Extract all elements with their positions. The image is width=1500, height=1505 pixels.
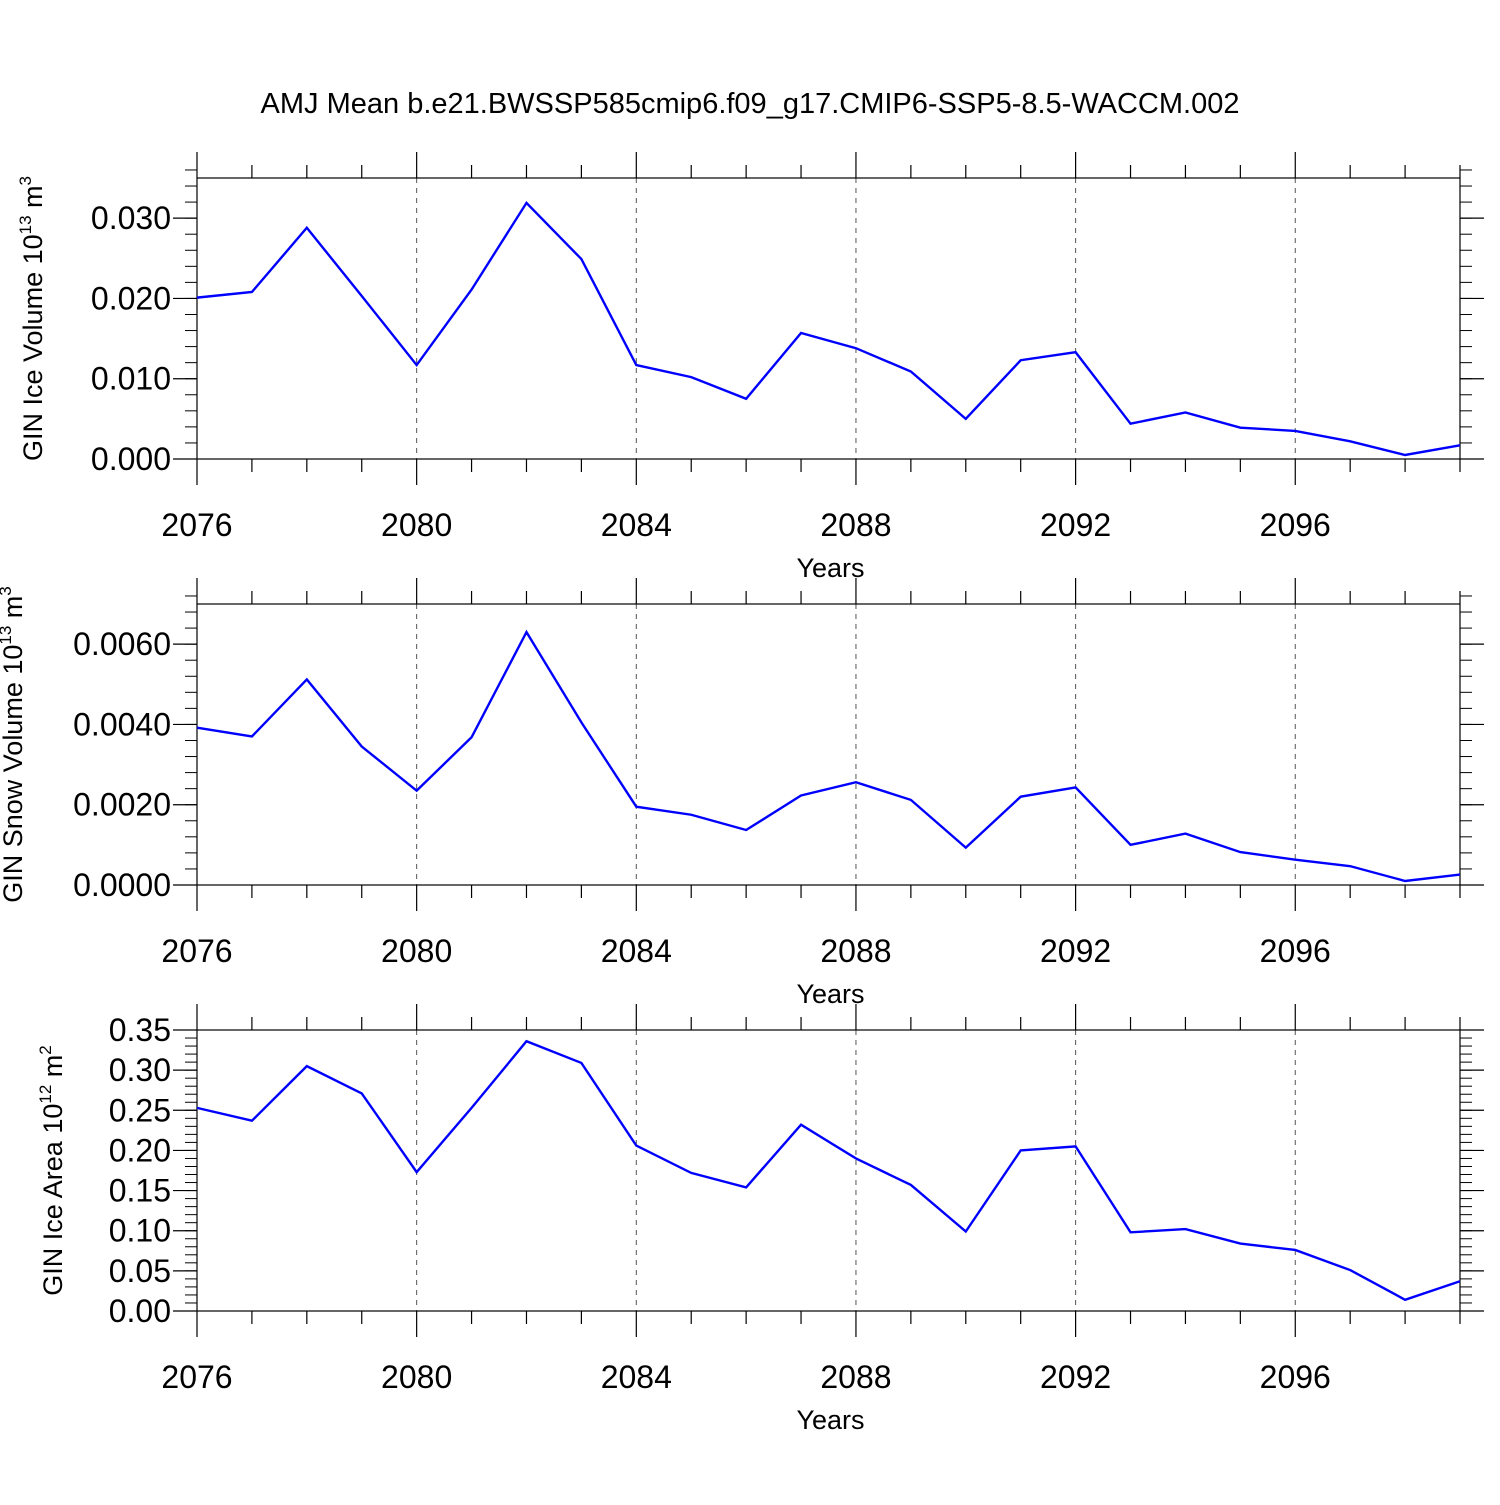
y-tick-label: 0.15 [109, 1173, 171, 1209]
x-tick-label: 2084 [601, 507, 672, 543]
y-axis-title: GIN Ice Area 1012 m2 [36, 1045, 68, 1296]
plot-frame [196, 1029, 1461, 1312]
y-tick-label: 0.00 [109, 1293, 171, 1329]
y-tick-label: 0.0040 [73, 706, 171, 742]
x-tick-label: 2088 [820, 507, 891, 543]
x-axis-title: Years [796, 979, 864, 1009]
y-tick-label: 0.020 [91, 280, 171, 316]
x-tick-label: 2076 [161, 507, 232, 543]
y-tick-label: 0.20 [109, 1132, 171, 1168]
x-tick-label: 2084 [601, 1359, 672, 1395]
x-tick-label: 2096 [1260, 507, 1331, 543]
plot-frame [196, 603, 1461, 886]
x-axis-title: Years [796, 1405, 864, 1435]
y-tick-label: 0.030 [91, 200, 171, 236]
y-tick-label: 0.010 [91, 361, 171, 397]
chart-panel-1: 0.000 0.010 0.020 0.030 2076 2080 2084 2088 2092… [16, 152, 1484, 583]
x-tick-label: 2080 [381, 507, 452, 543]
y-tick-label: 0.0020 [73, 787, 171, 823]
y-tick-label: 0.35 [109, 1012, 171, 1048]
x-axis-title: Years [796, 553, 864, 583]
y-tick-label: 0.25 [109, 1092, 171, 1128]
y-tick-label: 0.0000 [73, 867, 171, 903]
y-tick-label: 0.0060 [73, 626, 171, 662]
y-tick-label: 0.000 [91, 441, 171, 477]
x-tick-label: 2092 [1040, 1359, 1111, 1395]
x-tick-label: 2096 [1260, 933, 1331, 969]
x-tick-label: 2076 [161, 1359, 232, 1395]
y-axis-title: GIN Snow Volume 1013 m3 [0, 586, 28, 903]
chart-panel-2: 0.0000 0.0020 0.0040 0.0060 2076 2080 2084 2088… [0, 578, 1484, 1009]
series-line [196, 200, 1461, 457]
y-tick-label: 0.10 [109, 1213, 171, 1249]
chart-title: AMJ Mean b.e21.BWSSP585cmip6.f09_g17.CMI… [261, 88, 1240, 120]
x-tick-label: 2088 [820, 933, 891, 969]
chart-panel-3: 0.00 0.05 0.10 0.15 0.20 0.25 0.30 0.35 2076 2080… [36, 1004, 1484, 1435]
x-tick-label: 2080 [381, 1359, 452, 1395]
x-tick-label: 2092 [1040, 507, 1111, 543]
x-tick-label: 2084 [601, 933, 672, 969]
y-tick-label: 0.05 [109, 1253, 171, 1289]
x-tick-label: 2096 [1260, 1359, 1331, 1395]
y-axis-title: GIN Ice Volume 1013 m3 [16, 176, 48, 461]
x-tick-label: 2092 [1040, 933, 1111, 969]
x-tick-label: 2088 [820, 1359, 891, 1395]
plot-frame [196, 177, 1461, 460]
series-line [196, 1039, 1461, 1302]
x-tick-label: 2080 [381, 933, 452, 969]
series-line [196, 629, 1461, 883]
x-tick-label: 2076 [161, 933, 232, 969]
y-tick-label: 0.30 [109, 1052, 171, 1088]
